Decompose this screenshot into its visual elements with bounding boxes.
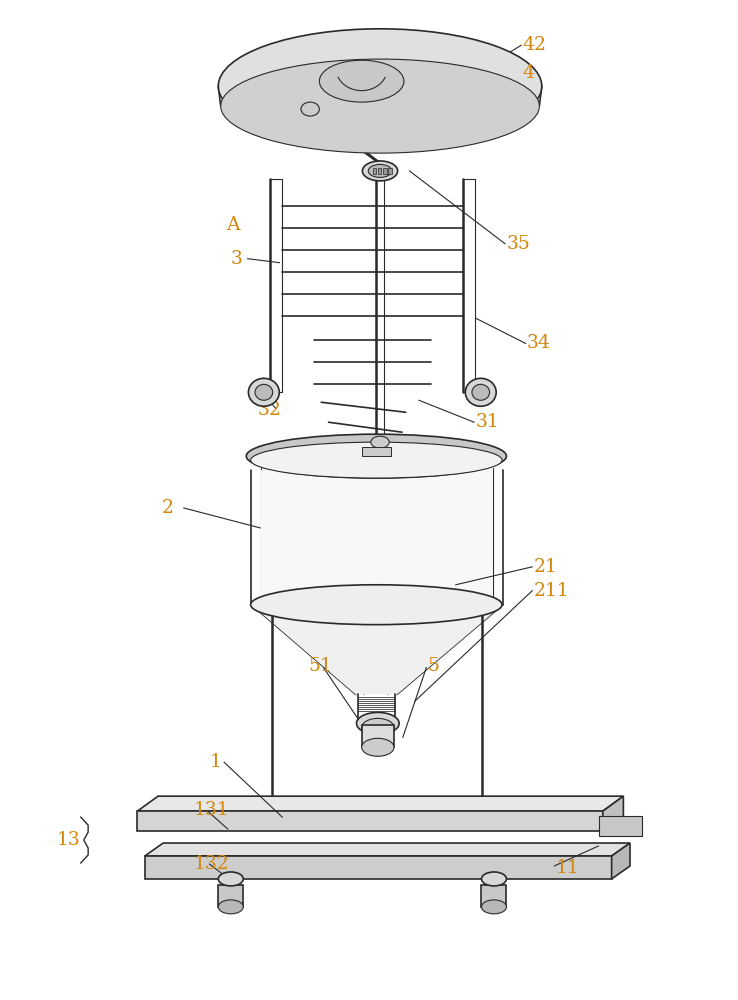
Text: 34: 34 <box>527 334 551 352</box>
Bar <box>388 168 392 174</box>
Ellipse shape <box>221 59 539 153</box>
Ellipse shape <box>362 161 398 181</box>
Ellipse shape <box>255 384 272 400</box>
Ellipse shape <box>362 718 394 736</box>
Polygon shape <box>137 796 624 811</box>
Ellipse shape <box>466 378 496 406</box>
Text: 2: 2 <box>162 499 173 517</box>
Ellipse shape <box>249 378 279 406</box>
Text: 42: 42 <box>523 36 547 54</box>
Text: 1: 1 <box>210 753 221 771</box>
Polygon shape <box>145 856 612 879</box>
Text: 11: 11 <box>556 859 579 877</box>
Ellipse shape <box>218 29 542 143</box>
Ellipse shape <box>481 872 506 886</box>
Ellipse shape <box>481 900 506 914</box>
Ellipse shape <box>362 738 394 756</box>
Ellipse shape <box>472 384 489 400</box>
Bar <box>383 168 387 174</box>
Text: 3: 3 <box>231 250 243 268</box>
Text: 211: 211 <box>534 582 570 600</box>
Polygon shape <box>252 605 503 694</box>
Text: 131: 131 <box>194 801 230 819</box>
Text: 21: 21 <box>534 558 558 576</box>
Bar <box>378 168 382 174</box>
Text: 5: 5 <box>428 657 440 675</box>
Text: A: A <box>226 216 239 234</box>
Text: 51: 51 <box>308 657 333 675</box>
Ellipse shape <box>246 434 506 478</box>
Ellipse shape <box>370 436 389 448</box>
Ellipse shape <box>368 164 392 177</box>
Ellipse shape <box>218 900 244 914</box>
Text: 32: 32 <box>258 401 281 419</box>
Bar <box>599 816 642 836</box>
Ellipse shape <box>218 872 244 886</box>
Text: 31: 31 <box>475 413 500 431</box>
Ellipse shape <box>251 442 502 478</box>
Text: 4: 4 <box>523 64 534 82</box>
Ellipse shape <box>320 60 404 102</box>
Polygon shape <box>145 843 630 856</box>
Ellipse shape <box>356 712 399 734</box>
Bar <box>362 447 391 456</box>
Polygon shape <box>137 811 603 831</box>
Ellipse shape <box>301 102 320 116</box>
Bar <box>481 885 506 907</box>
Text: 13: 13 <box>57 831 80 849</box>
Text: 35: 35 <box>506 235 531 253</box>
Polygon shape <box>612 843 630 879</box>
Polygon shape <box>261 470 493 605</box>
Ellipse shape <box>251 585 502 625</box>
Text: 132: 132 <box>193 855 229 873</box>
Bar <box>218 885 244 907</box>
Polygon shape <box>603 796 624 831</box>
Bar <box>362 725 394 747</box>
Bar <box>373 168 376 174</box>
